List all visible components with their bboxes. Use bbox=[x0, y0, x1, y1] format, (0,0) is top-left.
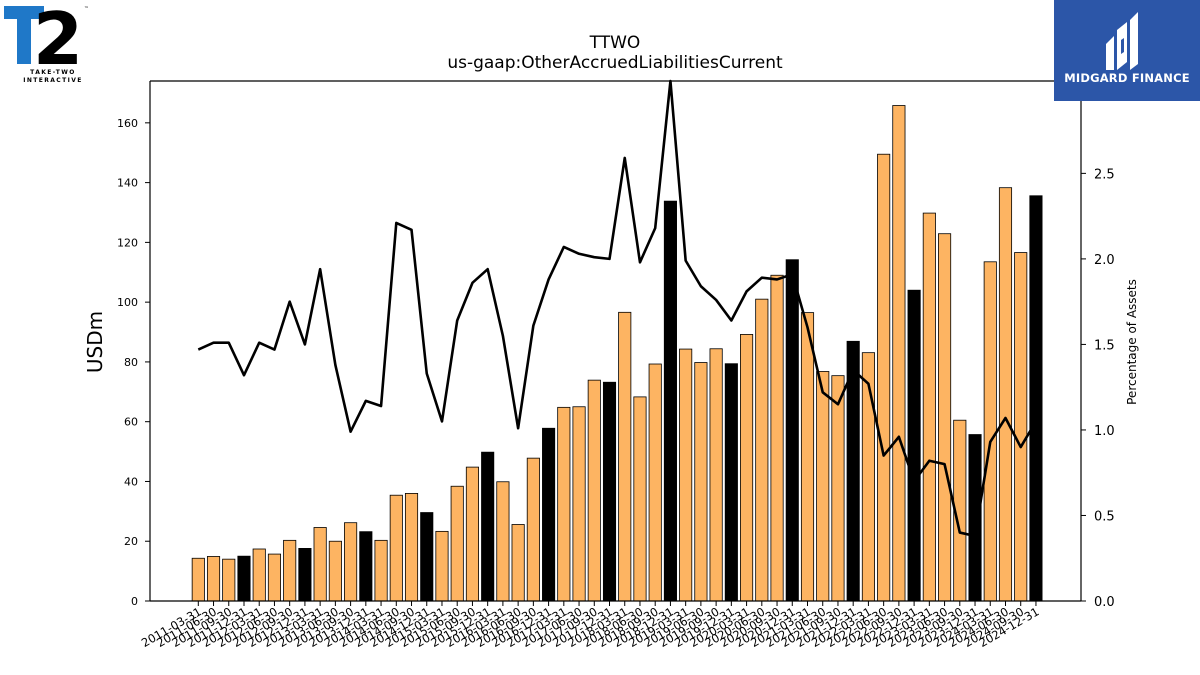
bar bbox=[481, 451, 495, 602]
bar bbox=[1014, 252, 1028, 602]
bar bbox=[663, 200, 677, 602]
bar bbox=[892, 105, 906, 602]
bar bbox=[587, 379, 601, 602]
left-tick-label: 0 bbox=[131, 595, 138, 608]
bar bbox=[511, 524, 525, 602]
right-axis-ticks: 0.0 0.5 1.0 1.5 2.0 2.5 bbox=[1081, 167, 1115, 610]
bar bbox=[968, 434, 982, 602]
bar bbox=[572, 406, 586, 602]
bar bbox=[770, 274, 784, 602]
t2-mark-icon: 2 ™ bbox=[4, 0, 89, 81]
bar bbox=[922, 212, 936, 602]
bar bbox=[998, 187, 1013, 602]
bar bbox=[526, 457, 540, 602]
bar bbox=[344, 522, 358, 602]
left-tick-label: 60 bbox=[124, 416, 138, 429]
bar bbox=[907, 289, 921, 602]
chart-title: TTWO bbox=[589, 33, 641, 53]
left-tick-label: 160 bbox=[117, 117, 138, 130]
midgard-logo-text: MIDGARD FINANCE bbox=[1064, 71, 1190, 85]
right-tick-label: 1.5 bbox=[1094, 338, 1115, 353]
midgard-mark-icon bbox=[1106, 12, 1138, 70]
line-group bbox=[197, 79, 1038, 538]
svg-text:2: 2 bbox=[33, 4, 83, 68]
bar bbox=[542, 427, 556, 602]
bar bbox=[755, 298, 769, 602]
svg-text:™: ™ bbox=[84, 6, 89, 12]
y2-axis-label: Percentage of Assets bbox=[1125, 279, 1139, 405]
right-tick-label: 1.0 bbox=[1094, 424, 1115, 439]
percentage-line bbox=[197, 79, 1038, 538]
bar bbox=[328, 540, 342, 602]
bar bbox=[435, 530, 449, 602]
left-tick-label: 100 bbox=[117, 296, 138, 309]
bar bbox=[283, 539, 297, 602]
bar bbox=[740, 334, 754, 602]
bar bbox=[191, 557, 205, 602]
bar bbox=[938, 233, 952, 602]
left-tick-label: 20 bbox=[124, 535, 138, 548]
take-two-logo: 2 ™ TAKE-TWO INTERACTIVE bbox=[4, 0, 94, 84]
bar bbox=[252, 548, 266, 602]
right-tick-label: 0.5 bbox=[1094, 509, 1115, 524]
bar bbox=[420, 512, 434, 602]
bar bbox=[374, 539, 388, 602]
bar bbox=[633, 396, 647, 602]
right-tick-label: 2.0 bbox=[1094, 253, 1115, 268]
bar bbox=[557, 406, 571, 602]
bar bbox=[267, 553, 281, 602]
right-tick-label: 2.5 bbox=[1094, 167, 1115, 182]
x-axis-ticks: 2011-03-312011-06-302011-09-302011-12-31… bbox=[139, 601, 1041, 650]
left-tick-label: 80 bbox=[124, 356, 138, 369]
bar bbox=[389, 494, 403, 602]
bar bbox=[237, 555, 251, 602]
bar bbox=[831, 375, 845, 602]
bar bbox=[983, 261, 997, 602]
midgard-finance-logo: MIDGARD FINANCE bbox=[1054, 0, 1200, 101]
bar bbox=[709, 348, 723, 602]
bar-group bbox=[191, 105, 1043, 602]
bar bbox=[648, 363, 662, 602]
logo-text-line1: TAKE-TWO bbox=[30, 69, 76, 76]
logo-text-line2: INTERACTIVE bbox=[23, 77, 83, 84]
bar bbox=[1029, 195, 1043, 602]
bar bbox=[785, 259, 799, 602]
bar bbox=[877, 153, 891, 602]
bar bbox=[618, 311, 632, 602]
bar bbox=[694, 362, 708, 602]
bar bbox=[450, 485, 464, 602]
bar bbox=[816, 371, 830, 602]
bar bbox=[206, 556, 221, 602]
right-tick-label: 0.0 bbox=[1094, 595, 1115, 610]
bar bbox=[222, 558, 236, 602]
left-axis-ticks: 0 20 40 60 80 100 120 140 160 bbox=[117, 117, 150, 608]
chart-subtitle: us-gaap:OtherAccruedLiabilitiesCurrent bbox=[447, 53, 783, 73]
bar bbox=[359, 531, 373, 602]
bar bbox=[313, 527, 327, 602]
bar bbox=[800, 312, 815, 602]
bar bbox=[404, 493, 419, 602]
left-tick-label: 40 bbox=[124, 475, 138, 488]
bar bbox=[298, 548, 312, 602]
bar bbox=[602, 381, 617, 602]
bar bbox=[465, 466, 479, 602]
bar bbox=[679, 348, 693, 602]
left-tick-label: 120 bbox=[117, 236, 138, 249]
y-axis-label: USDm bbox=[83, 311, 107, 373]
bar bbox=[496, 481, 510, 602]
left-tick-label: 140 bbox=[117, 177, 138, 190]
bar bbox=[724, 363, 738, 602]
